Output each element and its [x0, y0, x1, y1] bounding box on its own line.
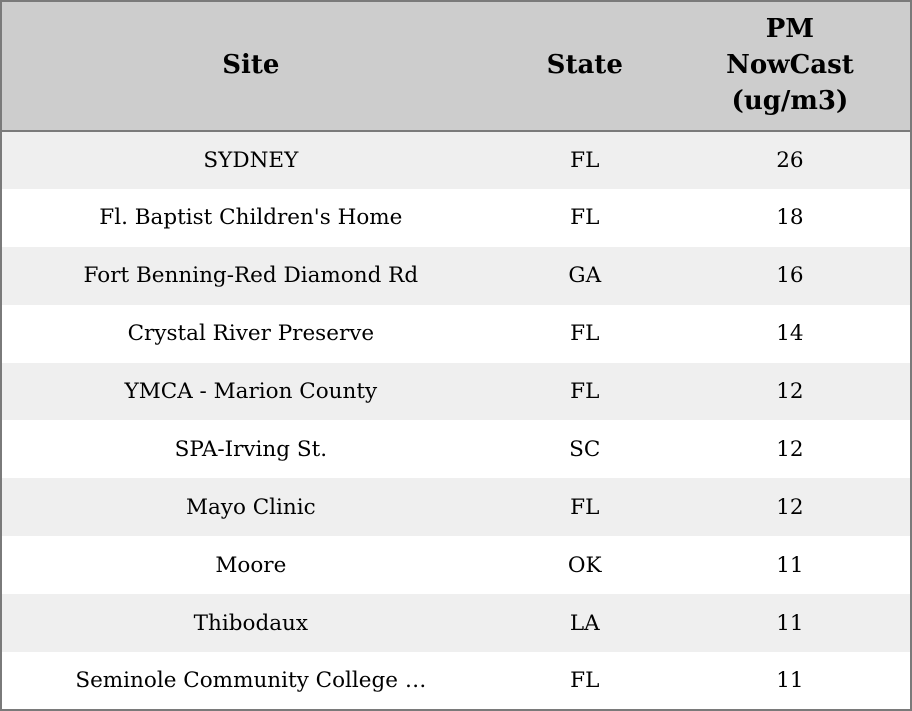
state-cell: SC — [569, 436, 601, 462]
value-cell: 11 — [776, 610, 804, 636]
table-header: Site State PM NowCast (ug/m3) — [1, 1, 911, 132]
site-cell: Fl. Baptist Children's Home — [99, 205, 403, 231]
state-cell: FL — [570, 379, 600, 404]
table-row: Crystal River Preserve FL 14 — [1, 304, 911, 363]
column-header-pm-nowcast: PM NowCast (ug/m3) — [669, 1, 911, 132]
state-cell: OK — [567, 552, 602, 578]
state-cell: FL — [570, 668, 600, 693]
site-cell: Crystal River Preserve — [127, 321, 375, 347]
table-row: SYDNEY FL 26 — [1, 131, 911, 189]
state-cell: FL — [570, 494, 600, 520]
table-row: Fort Benning-Red Diamond Rd GA 16 — [1, 246, 911, 305]
column-header-site: Site — [1, 1, 500, 132]
value-cell: 11 — [776, 552, 804, 578]
table-row: YMCA - Marion County FL 12 — [1, 362, 911, 421]
table-row: Seminole Community College … FL 11 — [1, 652, 911, 710]
value-cell: 12 — [776, 379, 804, 404]
site-cell: Thibodaux — [193, 610, 308, 636]
value-cell: 18 — [776, 205, 804, 231]
state-cell: LA — [569, 610, 600, 636]
table-row: SPA-Irving St. SC 12 — [1, 420, 911, 479]
state-cell: FL — [570, 205, 600, 231]
site-cell: YMCA - Marion County — [124, 379, 378, 404]
site-cell: Mayo Clinic — [185, 494, 316, 520]
site-cell: SPA-Irving St. — [174, 436, 328, 462]
table-row: Thibodaux LA 11 — [1, 594, 911, 653]
state-cell: FL — [570, 147, 600, 173]
value-cell: 11 — [776, 668, 804, 693]
state-cell: FL — [570, 321, 600, 347]
table-row: Fl. Baptist Children's Home FL 18 — [1, 188, 911, 247]
column-header-state: State — [499, 1, 670, 132]
value-cell: 12 — [776, 494, 804, 520]
site-cell: SYDNEY — [203, 147, 299, 173]
header-row: Site State PM NowCast (ug/m3) — [1, 1, 911, 132]
table-row: Moore OK 11 — [1, 536, 911, 595]
site-cell: Fort Benning-Red Diamond Rd — [83, 263, 419, 289]
value-cell: 12 — [776, 436, 804, 462]
table-row: Mayo Clinic FL 12 — [1, 478, 911, 537]
site-cell: Seminole Community College … — [75, 668, 427, 693]
site-cell: Moore — [215, 552, 287, 578]
value-cell: 16 — [776, 263, 804, 289]
value-cell: 26 — [776, 147, 804, 173]
state-cell: GA — [568, 263, 602, 289]
value-cell: 14 — [776, 321, 804, 347]
table-body: SYDNEY FL 26 Fl. Baptist Children's Home FL 1… — [1, 131, 911, 710]
